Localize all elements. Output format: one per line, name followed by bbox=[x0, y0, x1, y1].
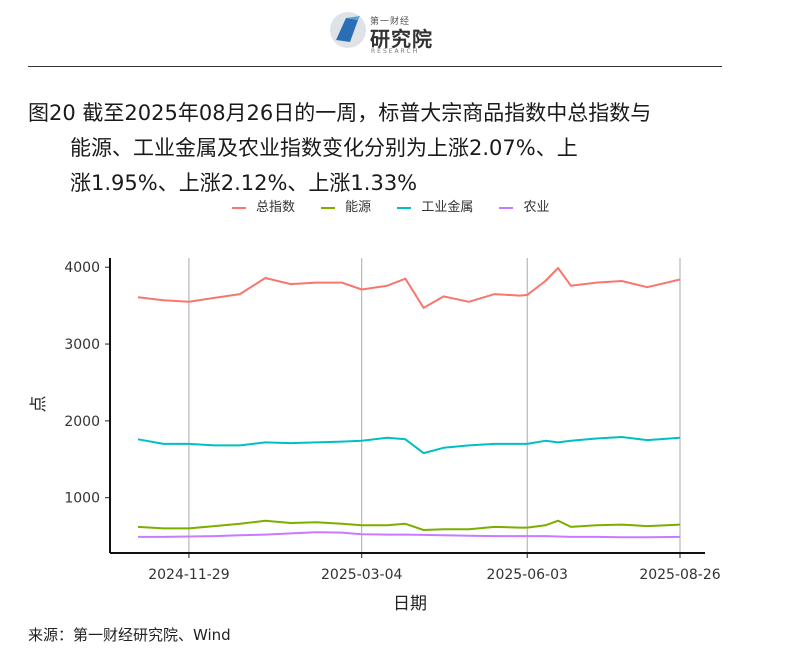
series-line-agriculture bbox=[138, 531, 681, 539]
figure-title-line-2: 能源、工业金属及农业指数变化分别为上涨2.07%、上 bbox=[70, 136, 578, 160]
legend-label-agriculture: 农业 bbox=[523, 200, 550, 215]
header-divider bbox=[28, 66, 722, 67]
x-tick-label: 2025-08-26 bbox=[639, 567, 720, 583]
chart-legend: 总指数 能源 工业金属 农业 bbox=[232, 196, 571, 215]
x-axis-title: 日期 bbox=[393, 594, 427, 614]
legend-swatch-agriculture bbox=[499, 206, 514, 209]
y-tick-label: 1000 bbox=[64, 491, 100, 507]
legend-item-industrial-metals: 工业金属 bbox=[397, 196, 473, 215]
y-axis-title: 点 bbox=[29, 396, 49, 413]
grid-layer bbox=[188, 258, 681, 553]
series-line-total bbox=[137, 267, 681, 309]
figure-title: 图20 截至2025年08月26日的一周，标普大宗商品指数中总指数与 能源、工业… bbox=[28, 96, 738, 201]
legend-label-total: 总指数 bbox=[256, 200, 296, 215]
series-line-energy bbox=[137, 519, 681, 531]
legend-item-energy: 能源 bbox=[321, 196, 371, 215]
logo-mark-icon bbox=[330, 12, 366, 48]
x-tick-label: 2025-03-04 bbox=[321, 567, 402, 583]
axis-layer: 2024-11-29 2025-03-04 2025-06-03 2025-08-26… bbox=[64, 258, 721, 583]
figure-title-line-3: 涨1.95%、上涨2.12%、上涨1.33% bbox=[70, 171, 418, 195]
y-tick-label: 3000 bbox=[64, 337, 100, 353]
logo-en-text: RESEARCH bbox=[371, 48, 420, 55]
x-tick-label: 2025-06-03 bbox=[487, 567, 568, 583]
legend-swatch-energy bbox=[321, 206, 336, 209]
legend-item-total: 总指数 bbox=[232, 196, 295, 215]
source-note: 来源：第一财经研究院、Wind bbox=[28, 626, 231, 644]
legend-swatch-total bbox=[232, 206, 246, 209]
legend-label-energy: 能源 bbox=[345, 200, 372, 215]
y-tick-label: 2000 bbox=[64, 414, 100, 430]
series-layer bbox=[137, 267, 681, 539]
legend-label-industrial-metals: 工业金属 bbox=[421, 200, 474, 215]
series-line-industrial-metals bbox=[137, 436, 681, 455]
legend-swatch-industrial-metals bbox=[397, 206, 412, 209]
legend-item-agriculture: 农业 bbox=[499, 196, 549, 215]
y-tick-label: 4000 bbox=[64, 260, 100, 276]
logo-small-text: 第一财经 bbox=[370, 17, 411, 27]
logo-big-text: 研究院 bbox=[370, 27, 433, 51]
figure-title-line-1: 图20 截至2025年08月26日的一周，标普大宗商品指数中总指数与 bbox=[28, 101, 652, 125]
brand-logo: 第一财经 研究院 RESEARCH bbox=[328, 10, 438, 56]
x-tick-label: 2024-11-29 bbox=[148, 567, 229, 583]
